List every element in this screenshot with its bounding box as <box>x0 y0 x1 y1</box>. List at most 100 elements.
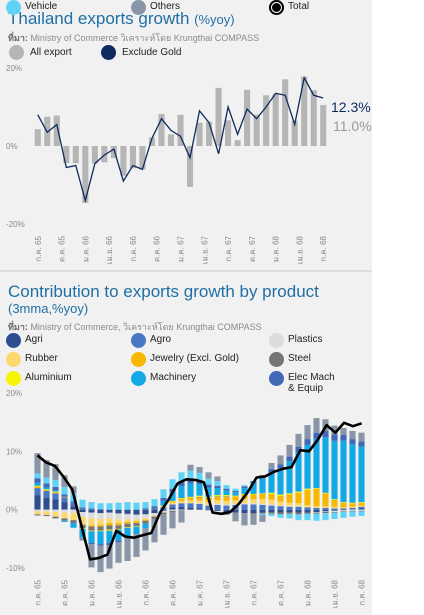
rubber-bar <box>124 519 131 522</box>
rubber-bar <box>34 511 41 515</box>
chart2-y-tick: 0% <box>6 506 18 515</box>
aluminium-bar <box>277 494 284 496</box>
aluminium-bar <box>106 529 113 531</box>
agri-bar <box>304 509 311 513</box>
agri-bar <box>250 509 257 514</box>
legend-all-export: All export <box>9 45 72 60</box>
machinery-bar <box>97 531 104 545</box>
chart2-title: Contribution to exports growth by produc… <box>8 282 319 301</box>
vehicle-bar <box>106 503 113 510</box>
rubber-bar <box>106 518 113 524</box>
agro-bar <box>187 503 194 508</box>
chart1-y-tick: 20% <box>6 64 22 73</box>
jewelry-excl-gold-bar <box>340 502 347 508</box>
agro-bar <box>223 505 230 510</box>
agri-bar <box>358 508 365 510</box>
rubber-bar <box>340 507 347 509</box>
chart2-x-tick: ก.ค. 67 <box>250 579 259 605</box>
plastics-bar <box>97 513 104 519</box>
agri-bar <box>286 509 293 512</box>
vehicle-bar <box>142 502 149 509</box>
all-export-bar <box>186 146 194 187</box>
plastics-bar <box>349 509 356 511</box>
all-export-bar <box>120 146 127 176</box>
plastics-bar <box>169 509 176 511</box>
aluminium-bar <box>97 530 104 532</box>
chart1-x-tick: ม.ค. 68 <box>272 235 281 262</box>
all-export-bar <box>253 114 260 146</box>
agri-bar <box>223 509 230 512</box>
jewelry-excl-gold-bar <box>349 503 356 507</box>
legend-exclude-gold-label: Exclude Gold <box>122 47 182 58</box>
all-export-bar <box>177 114 184 146</box>
agro-bar <box>151 507 158 510</box>
rubber-bar <box>304 505 311 508</box>
steel-bar <box>241 513 248 514</box>
jewelry-excl-gold-bar <box>259 493 266 500</box>
machinery-bar <box>241 488 248 494</box>
machinery-bar <box>88 531 95 543</box>
steel-bar <box>322 512 329 514</box>
legend-rubber-swatch <box>6 352 21 367</box>
machinery-bar <box>124 527 131 537</box>
rubber-bar <box>70 513 77 521</box>
machinery-bar <box>106 530 113 543</box>
all-export-bar <box>63 146 70 164</box>
chart1-x-tick: ก.ค. 68 <box>319 235 328 261</box>
agri-bar <box>79 509 86 512</box>
rubber-bar <box>196 500 203 504</box>
rubber-bar <box>115 519 122 524</box>
others-bar <box>232 512 239 522</box>
chart1-x-tick: ต.ค. 66 <box>153 235 162 262</box>
agri-bar <box>295 509 302 513</box>
plastics-bar <box>106 512 113 519</box>
legend-aluminium-label: Aluminium <box>25 372 72 383</box>
steel-bar <box>223 496 230 497</box>
vehicle-bar <box>358 511 365 517</box>
jewelry-excl-gold-bar <box>358 502 365 506</box>
vehicle-bar <box>286 513 293 519</box>
plastics-bar <box>214 503 221 505</box>
elec-mach-equip-bar <box>88 542 95 545</box>
elec-mach-equip-bar <box>304 439 311 445</box>
machinery-bar <box>133 526 140 534</box>
legend-steel-swatch <box>269 352 284 367</box>
elec-mach-equip-bar <box>223 488 230 491</box>
plastics-bar <box>313 512 320 513</box>
legend-steel-label: Steel <box>288 353 311 364</box>
plastics-bar <box>358 509 365 511</box>
jewelry-excl-gold-bar <box>187 497 194 501</box>
machinery-bar <box>250 483 257 494</box>
plastics-bar <box>133 514 140 520</box>
aluminium-bar <box>115 528 122 530</box>
elec-mach-equip-bar <box>214 485 221 489</box>
vehicle-bar <box>214 481 221 486</box>
machinery-bar <box>277 468 284 495</box>
jewelry-excl-gold-bar <box>304 489 311 505</box>
all-export-bar <box>263 95 270 146</box>
legend-all-export-label: All export <box>30 47 72 58</box>
steel-bar <box>196 496 203 498</box>
plastics-bar <box>340 510 347 512</box>
agro-bar <box>61 497 68 503</box>
machinery-bar <box>259 478 266 494</box>
agro-bar <box>142 509 149 510</box>
jewelry-excl-gold-bar <box>313 488 320 507</box>
all-export-bar <box>225 120 232 146</box>
agri-bar <box>160 509 167 511</box>
jewelry-excl-gold-bar <box>106 523 113 526</box>
steel-bar <box>286 512 293 514</box>
all-export-bar <box>282 79 289 146</box>
rubber-bar <box>331 506 338 509</box>
rubber-bar <box>97 519 104 525</box>
total-line <box>36 421 363 561</box>
jewelry-excl-gold-bar <box>97 524 104 527</box>
aluminium-bar <box>250 493 257 495</box>
jewelry-excl-gold-bar <box>250 494 257 500</box>
others-bar <box>43 460 50 478</box>
legend-machinery-swatch <box>131 371 146 386</box>
machinery-bar <box>331 440 338 500</box>
legend-rubber-label: Rubber <box>25 353 58 364</box>
vehicle-bar <box>223 485 230 489</box>
aluminium-bar <box>124 527 131 528</box>
